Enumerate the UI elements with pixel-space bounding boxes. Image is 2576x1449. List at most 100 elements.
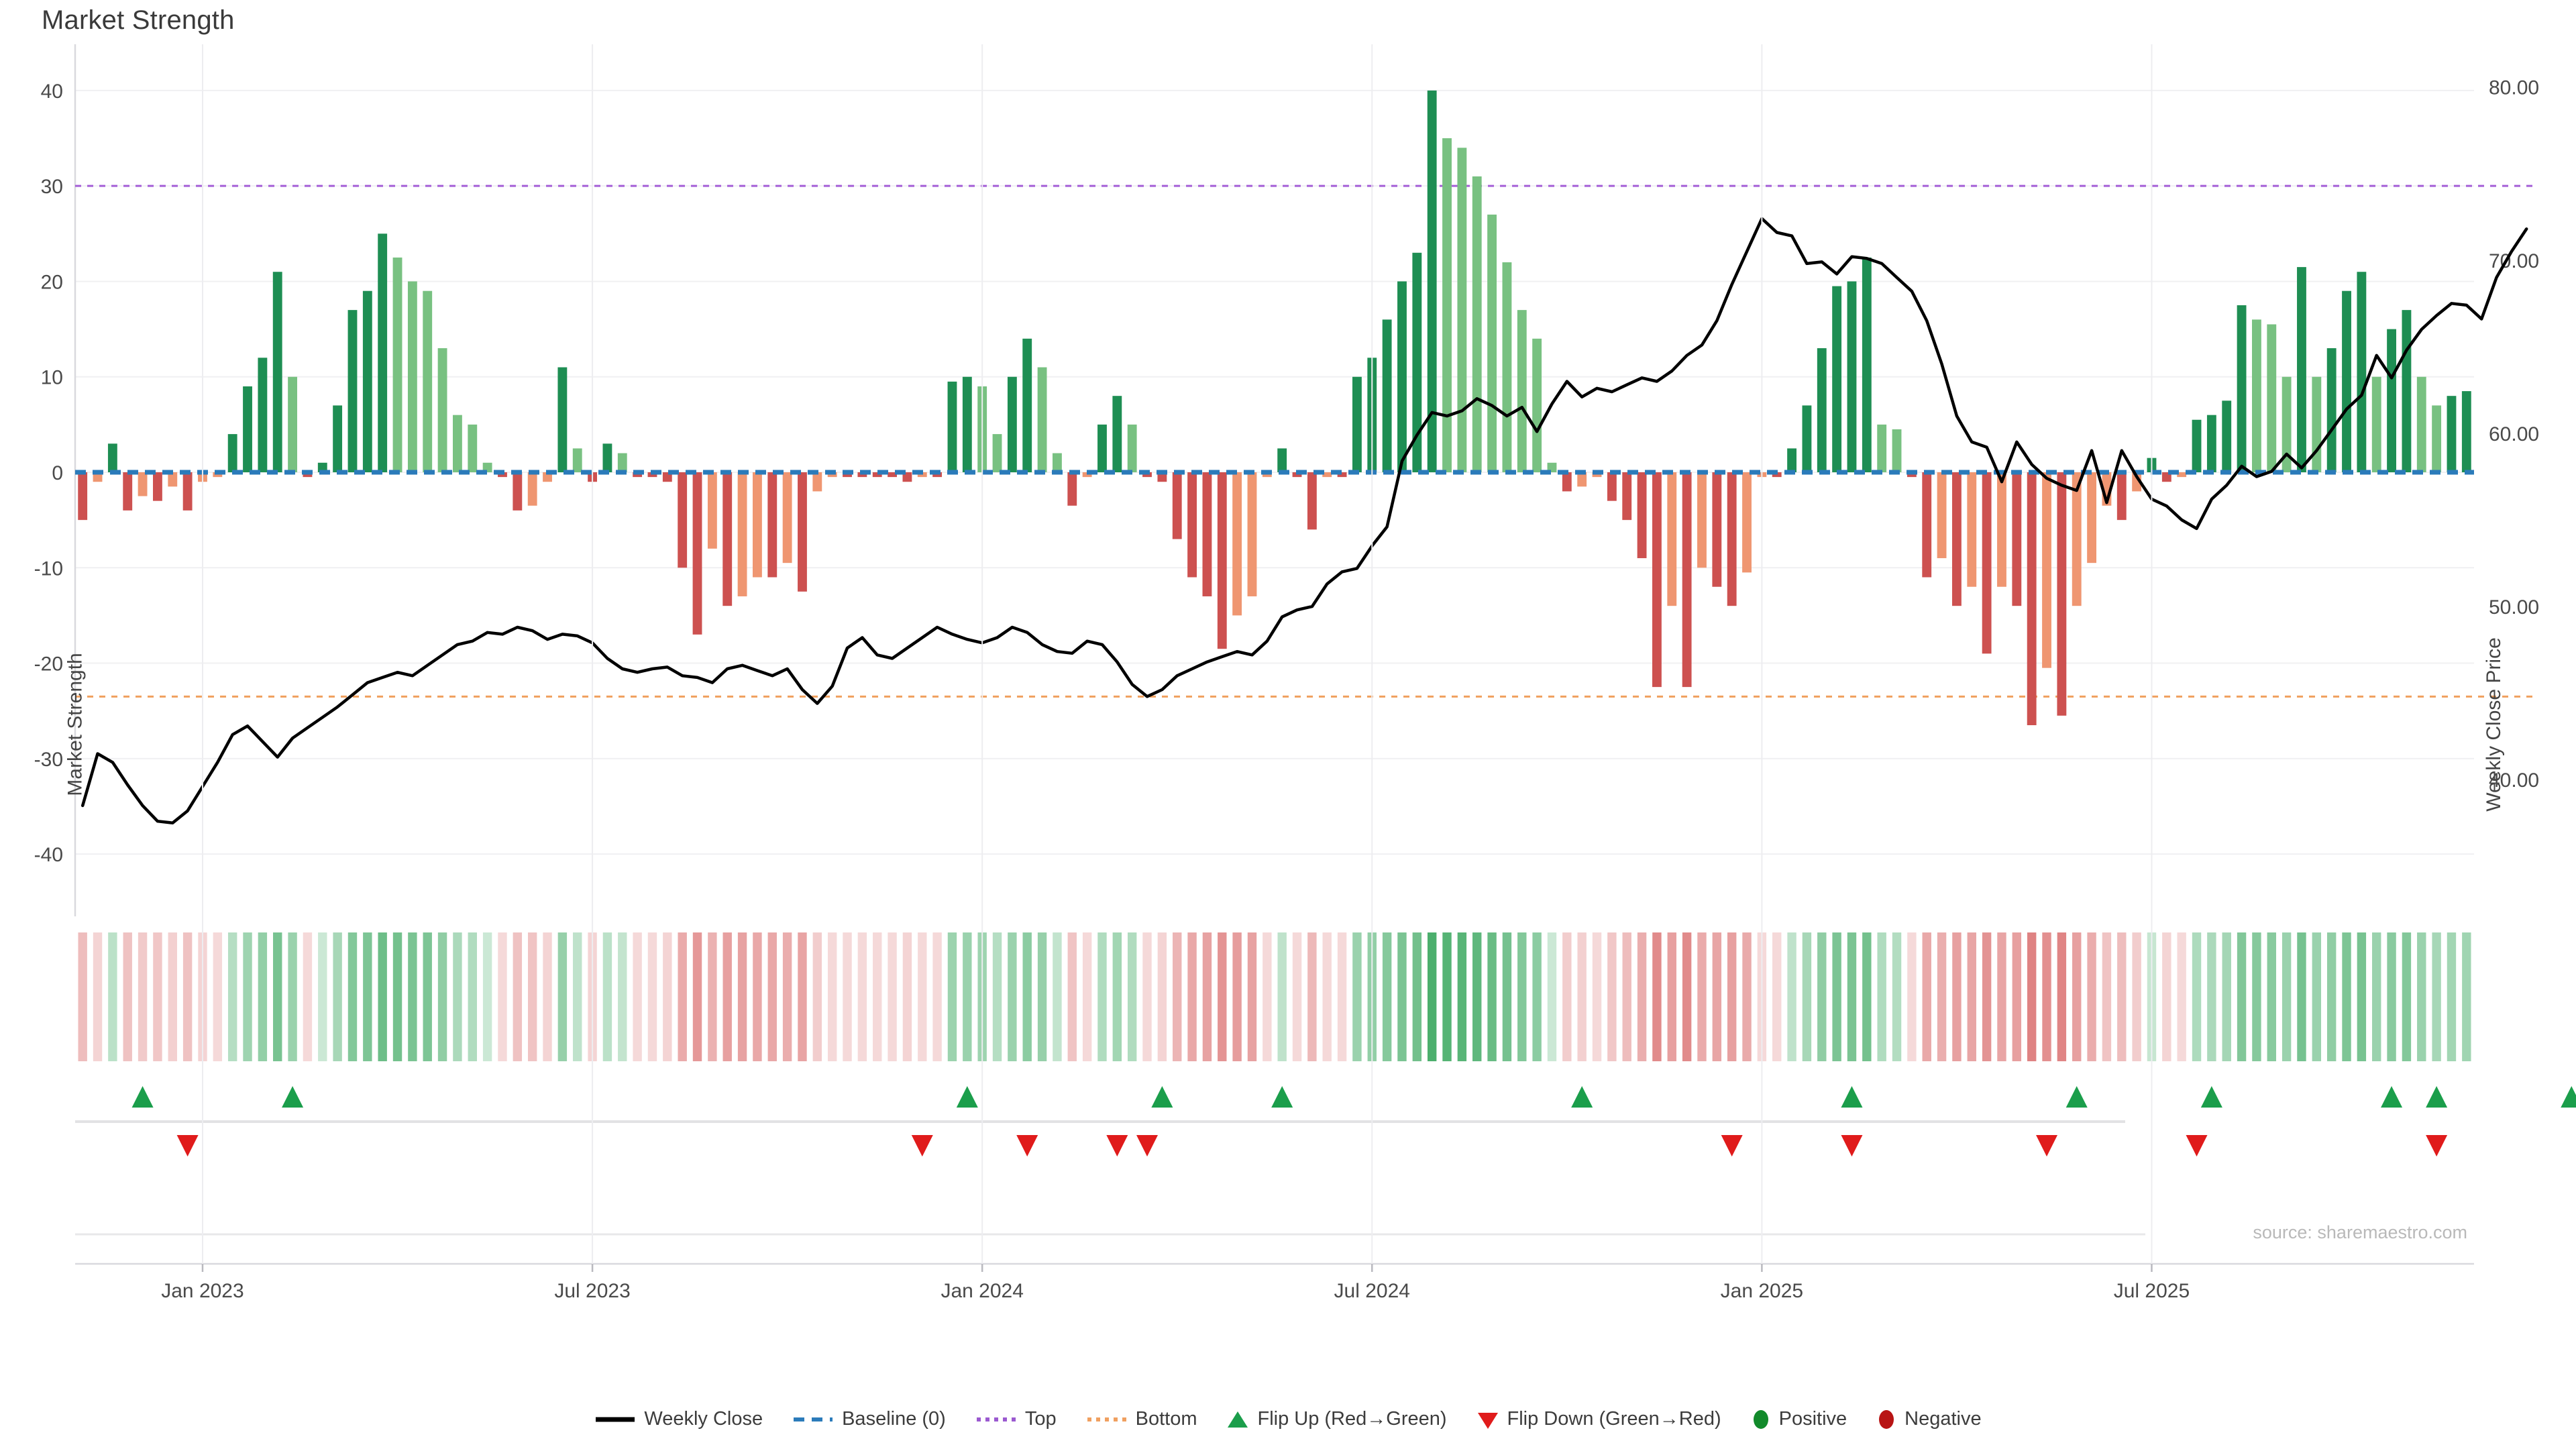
heatmap-cell	[2087, 932, 2096, 1061]
strength-bar	[1082, 472, 1092, 478]
legend-item-down-triangle[interactable]: Flip Down (Green→Red)	[1477, 1408, 1721, 1430]
heatmap-cell	[1937, 932, 1947, 1061]
legend-item-up-triangle[interactable]: Flip Up (Red→Green)	[1226, 1408, 1447, 1430]
heatmap-cell	[2447, 932, 2457, 1061]
legend-item-label: Bottom	[1135, 1408, 1197, 1430]
strength-bar	[272, 272, 282, 472]
strength-bar	[2371, 376, 2381, 472]
heatmap-cell	[1173, 932, 1182, 1061]
legend-item-dotted-line[interactable]: Bottom	[1086, 1408, 1197, 1430]
heatmap-cell	[1442, 932, 1452, 1061]
legend-item-label: Weekly Close	[644, 1408, 763, 1430]
strength-bar	[452, 415, 462, 472]
strength-bar	[1127, 424, 1137, 472]
strength-bar	[2461, 391, 2471, 472]
legend-item-solid-line[interactable]: Weekly Close	[594, 1408, 763, 1430]
heatmap-cell	[213, 932, 223, 1061]
strength-bar	[1907, 472, 1917, 478]
flip-up-marker	[1151, 1086, 1173, 1108]
heatmap-cell	[843, 932, 852, 1061]
strength-bar	[2251, 319, 2261, 472]
legend-item-dashed-line[interactable]: Baseline (0)	[792, 1408, 946, 1430]
heatmap-cell	[392, 932, 402, 1061]
strength-bar	[1067, 472, 1077, 506]
strength-bar	[1337, 472, 1347, 478]
heatmap-cell	[408, 932, 417, 1061]
heatmap-cell	[1112, 932, 1122, 1061]
heatmap-cell	[1592, 932, 1602, 1061]
strength-bar	[1217, 472, 1227, 649]
legend-item-label: Flip Up (Red→Green)	[1257, 1408, 1447, 1430]
heatmap-cell	[2387, 932, 2396, 1061]
heatmap-cell	[1922, 932, 1931, 1061]
heatmap-cell	[273, 932, 282, 1061]
heatmap-cell	[1232, 932, 1242, 1061]
flip-markers	[131, 1086, 2576, 1157]
heatmap-cell	[647, 932, 657, 1061]
strength-bar	[737, 472, 747, 596]
y-axis-right-tick: 70.00	[2489, 250, 2539, 272]
y-axis-right-tick: 40.00	[2489, 769, 2539, 792]
heatmap-cell	[947, 932, 957, 1061]
strength-bar	[1037, 367, 1047, 472]
strength-bar	[2312, 376, 2322, 472]
heatmap-cell	[1097, 932, 1107, 1061]
strength-bar	[213, 472, 223, 478]
strength-bar	[678, 472, 688, 568]
strength-bar	[2432, 405, 2442, 472]
heatmap-cell	[722, 932, 732, 1061]
heatmap-cell	[932, 932, 942, 1061]
strength-bar	[888, 472, 898, 478]
strength-bar	[2161, 472, 2171, 482]
strength-bar	[617, 453, 627, 472]
strength-bar	[2012, 472, 2022, 606]
legend-item-dot[interactable]: Positive	[1751, 1408, 1847, 1430]
heatmap-cell	[2372, 932, 2381, 1061]
legend-item-dot[interactable]: Negative	[1876, 1408, 1982, 1430]
heatmap-cell	[318, 932, 327, 1061]
strength-bar	[482, 462, 492, 472]
flip-up-marker	[282, 1086, 304, 1108]
legend-item-dotted-line[interactable]: Top	[975, 1408, 1057, 1430]
flip-up-marker	[131, 1086, 154, 1108]
heatmap-cell	[1322, 932, 1332, 1061]
heatmap-cell	[2072, 932, 2082, 1061]
flip-down-marker	[176, 1135, 199, 1157]
heatmap-cell	[1487, 932, 1497, 1061]
heatmap-cell	[1517, 932, 1527, 1061]
strength-bar	[602, 443, 612, 472]
heatmap-cell	[1862, 932, 1872, 1061]
heatmap-cell	[453, 932, 462, 1061]
heatmap-cell	[1502, 932, 1512, 1061]
heatmap-cell	[1832, 932, 1841, 1061]
strength-bar	[1951, 472, 1962, 606]
strength-bar	[2177, 472, 2187, 478]
heatmap-cell	[1952, 932, 1962, 1061]
strength-bar	[798, 472, 807, 592]
strength-bar	[1292, 472, 1302, 478]
heatmap-cell	[1397, 932, 1407, 1061]
heatmap-cell	[2012, 932, 2022, 1061]
strength-bar	[633, 472, 643, 478]
y-axis-left-tick: -20	[34, 653, 63, 676]
heatmap-cell	[108, 932, 117, 1061]
strength-bar	[2402, 310, 2412, 472]
strength-bar	[303, 472, 313, 478]
strength-bar	[1472, 176, 1482, 472]
heatmap-cell	[1562, 932, 1572, 1061]
heatmap-cell	[303, 932, 313, 1061]
heatmap-cell	[543, 932, 552, 1061]
flip-up-marker	[956, 1086, 978, 1108]
flip-down-marker	[2036, 1135, 2058, 1157]
strength-bar	[1727, 472, 1737, 606]
strength-bar	[1547, 462, 1557, 472]
y-axis-left-tick: 10	[41, 367, 63, 389]
heatmap-cell	[1008, 932, 1017, 1061]
heatmap-cell	[1742, 932, 1752, 1061]
strength-bar	[1112, 396, 1122, 472]
heatmap-cell	[873, 932, 882, 1061]
flip-up-marker	[2065, 1086, 2088, 1108]
heatmap-cell	[1292, 932, 1302, 1061]
heatmap-cell	[888, 932, 897, 1061]
x-axis-tick-label: Jul 2025	[2114, 1280, 2190, 1302]
